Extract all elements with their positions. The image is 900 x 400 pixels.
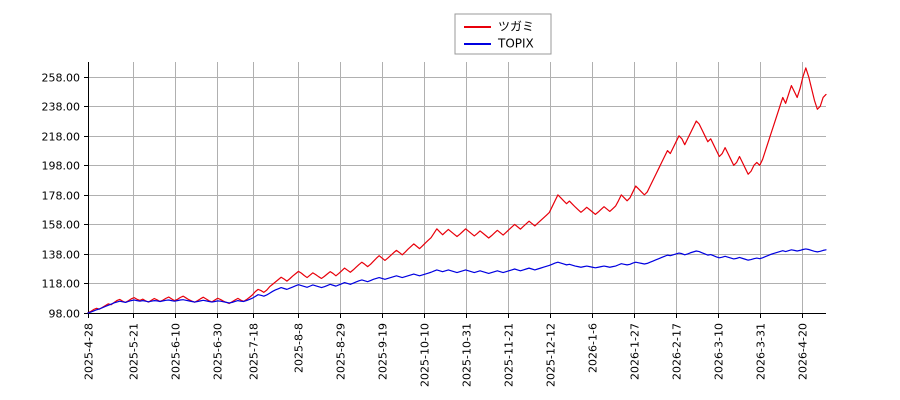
x-axis-tick-label: 2026-1-27: [629, 323, 642, 380]
y-axis-tick-label: 258.00: [42, 72, 81, 85]
y-axis-tick-label: 178.00: [42, 190, 81, 203]
x-axis-tick-label: 2025-10-10: [419, 323, 432, 387]
x-axis-tick-label: 2026-4-20: [797, 323, 810, 380]
axes: [87, 62, 826, 315]
x-axis-tick-label: 2025-5-21: [128, 323, 141, 380]
x-axis-tick-label: 2025-9-19: [377, 323, 390, 380]
x-axis-tick-label: 2025-8-8: [293, 323, 306, 373]
x-axis-tick-label: 2026-3-10: [713, 323, 726, 380]
y-axis-tick-label: 198.00: [42, 160, 81, 173]
y-axis-ticks: 98.00 118.00 138.00 158.00 178.00 198.00 218.0…: [42, 72, 88, 321]
y-axis-tick-label: 158.00: [42, 219, 81, 232]
series-line-tsugami: [87, 67, 827, 314]
x-axis-tick-label: 2026-1-6: [587, 323, 600, 373]
x-axis-tick-label: 2025-7-18: [248, 323, 261, 380]
gridlines: [88, 62, 826, 313]
x-axis-tick-label: 2025-6-30: [212, 323, 225, 380]
y-axis-tick-label: 98.00: [49, 308, 81, 321]
y-axis-tick-label: 218.00: [42, 131, 81, 144]
legend-label-topix: TOPIX: [497, 37, 534, 51]
x-axis-tick-label: 2026-2-17: [671, 323, 684, 380]
x-axis-tick-label: 2025-4-28: [83, 323, 96, 380]
x-axis-tick-label: 2025-11-21: [503, 323, 516, 387]
y-axis-tick-label: 118.00: [42, 278, 81, 291]
legend-label-tsugami: ツガミ: [498, 20, 534, 34]
y-axis-tick-label: 138.00: [42, 249, 81, 262]
x-axis-tick-label: 2026-3-31: [755, 323, 768, 380]
x-axis-tick-label: 2025-6-10: [170, 323, 183, 380]
x-axis-tick-label: 2025-12-12: [545, 323, 558, 387]
data-series: [87, 67, 827, 314]
chart-legend: ツガミ TOPIX: [454, 13, 552, 55]
series-line-topix: [87, 248, 827, 314]
x-axis-ticks: 2025-4-28 2025-5-21 2025-6-10 2025-6-30 2025…: [83, 313, 810, 387]
legend-box: [454, 13, 552, 55]
x-axis-tick-label: 2025-10-31: [461, 323, 474, 387]
y-axis-tick-label: 238.00: [42, 101, 81, 114]
x-axis-tick-label: 2025-8-29: [335, 323, 348, 380]
